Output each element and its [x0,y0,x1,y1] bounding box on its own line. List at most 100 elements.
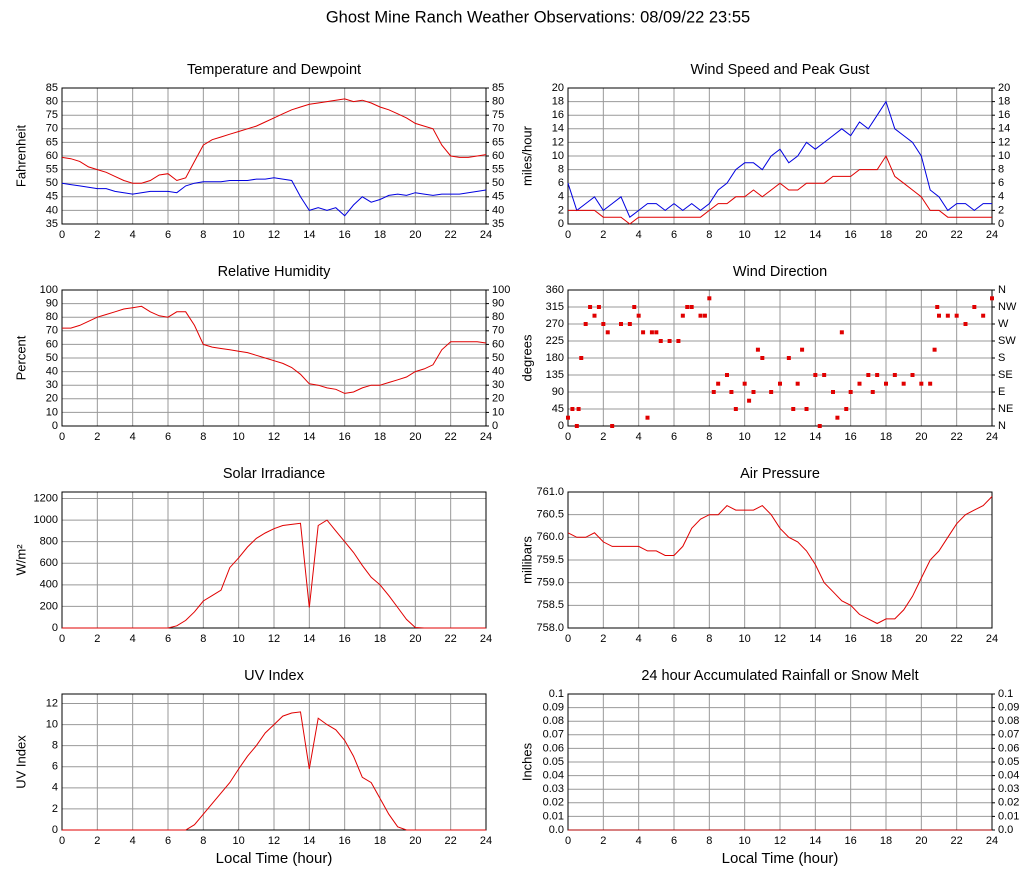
x-tick-label: 22 [951,229,963,241]
y-tick-label: 10 [552,150,564,162]
plot-frame [61,87,487,225]
x-tick-label: 8 [200,229,206,241]
point [689,305,694,309]
y2-tick-label: 70 [492,123,504,135]
y-tick-label: 758.0 [536,622,564,634]
y-tick-label: 60 [46,150,58,162]
x-tick-label: 22 [445,633,457,645]
y2-tick-label: 80 [492,96,504,108]
y2-tick-label: 65 [492,136,504,148]
series-line [62,711,486,831]
plot-frame [61,693,487,831]
point [676,339,681,343]
point [800,347,805,352]
point [574,424,579,428]
x-tick-label: 4 [636,229,642,241]
y2-tick-label: 0.02 [998,797,1019,809]
point [649,330,654,335]
y-tick-label: 0 [52,622,58,634]
y2-tick-label: 0.01 [998,810,1019,822]
point [601,322,606,326]
panel-title: Wind Speed and Peak Gust [691,62,870,78]
point [870,390,875,394]
plot-frame [61,491,487,629]
x-tick-label: 4 [130,229,136,241]
y-tick-label: 0.05 [543,756,564,768]
x-tick-label: 20 [409,835,421,847]
point [588,305,593,309]
y-tick-label: 800 [40,536,58,548]
y-tick-label: 760.5 [536,509,564,521]
y2-tick-label: 16 [998,109,1010,121]
y-tick-label: 0.01 [543,810,564,822]
x-tick-label: 8 [200,633,206,645]
x-tick-label: 24 [986,431,998,443]
plot-frame [567,87,993,225]
y-tick-label: 70 [46,325,58,337]
x-tick-label: 0 [59,835,65,847]
point [817,424,822,428]
x-tick-label: 6 [671,431,677,443]
point [658,339,663,343]
x-tick-label: 18 [880,431,892,443]
point [937,313,941,318]
x-tick-label: 16 [339,229,351,241]
y2-tick-label: 12 [998,136,1010,148]
x-tick-label: 0 [565,431,571,443]
panel-title: Relative Humidity [218,264,332,280]
page-title: Ghost Mine Ranch Weather Observations: 0… [326,8,750,26]
y-tick-label: 16 [552,109,564,121]
y-tick-label: 4 [558,191,564,203]
series-line [567,100,992,218]
y2-tick-label: 0 [998,218,1004,230]
x-tick-label: 0 [59,229,65,241]
y2-tick-label: 0.0 [998,824,1013,836]
panel-title: 24 hour Accumulated Rainfall or Snow Mel… [641,668,918,684]
x-axis-label: Local Time (hour) [722,850,839,867]
y-tick-label: 270 [546,318,564,330]
x-tick-label: 4 [130,431,136,443]
x-tick-label: 24 [480,229,492,241]
point [932,347,937,352]
x-tick-label: 8 [706,633,712,645]
x-tick-label: 20 [915,835,927,847]
x-tick-label: 14 [303,229,315,241]
x-tick-label: 18 [880,633,892,645]
x-tick-label: 4 [636,431,642,443]
x-tick-label: 2 [600,633,606,645]
x-tick-label: 8 [200,835,206,847]
x-tick-label: 2 [94,229,100,241]
y-tick-label: 45 [46,191,58,203]
y2-tick-label: 10 [492,406,504,418]
y-tick-label: 200 [40,600,58,612]
y2-tick-label: 80 [492,311,504,323]
x-tick-label: 10 [739,229,751,241]
y-tick-label: 90 [552,386,564,398]
y-axis-label: degrees [519,334,534,381]
y-tick-label: 85 [46,82,58,94]
x-tick-label: 10 [233,835,245,847]
point [935,305,940,309]
y2-tick-label: 14 [998,123,1010,135]
y-tick-label: 0.0 [549,824,564,836]
y-tick-label: 0.09 [543,702,564,714]
y-tick-label: 35 [46,218,58,230]
y2-tick-label: 2 [998,204,1004,216]
y2-tick-label: 0 [492,420,498,432]
x-tick-label: 20 [409,229,421,241]
y-axis-label: millibars [519,536,534,584]
x-tick-label: 12 [268,431,280,443]
y-tick-label: 0.04 [543,770,564,782]
y-tick-label: 0.07 [543,729,564,741]
point [747,398,752,403]
y2-tick-label: 0.05 [998,756,1019,768]
y2-tick-label: 6 [998,177,1004,189]
point [963,322,968,326]
y-tick-label: 6 [558,177,564,189]
y2-tick-label: 100 [492,284,510,296]
x-tick-label: 8 [706,431,712,443]
y2-tick-label: 45 [492,191,504,203]
point [769,390,774,394]
y-tick-label: 8 [558,164,564,176]
y-tick-label: 1000 [34,514,58,526]
